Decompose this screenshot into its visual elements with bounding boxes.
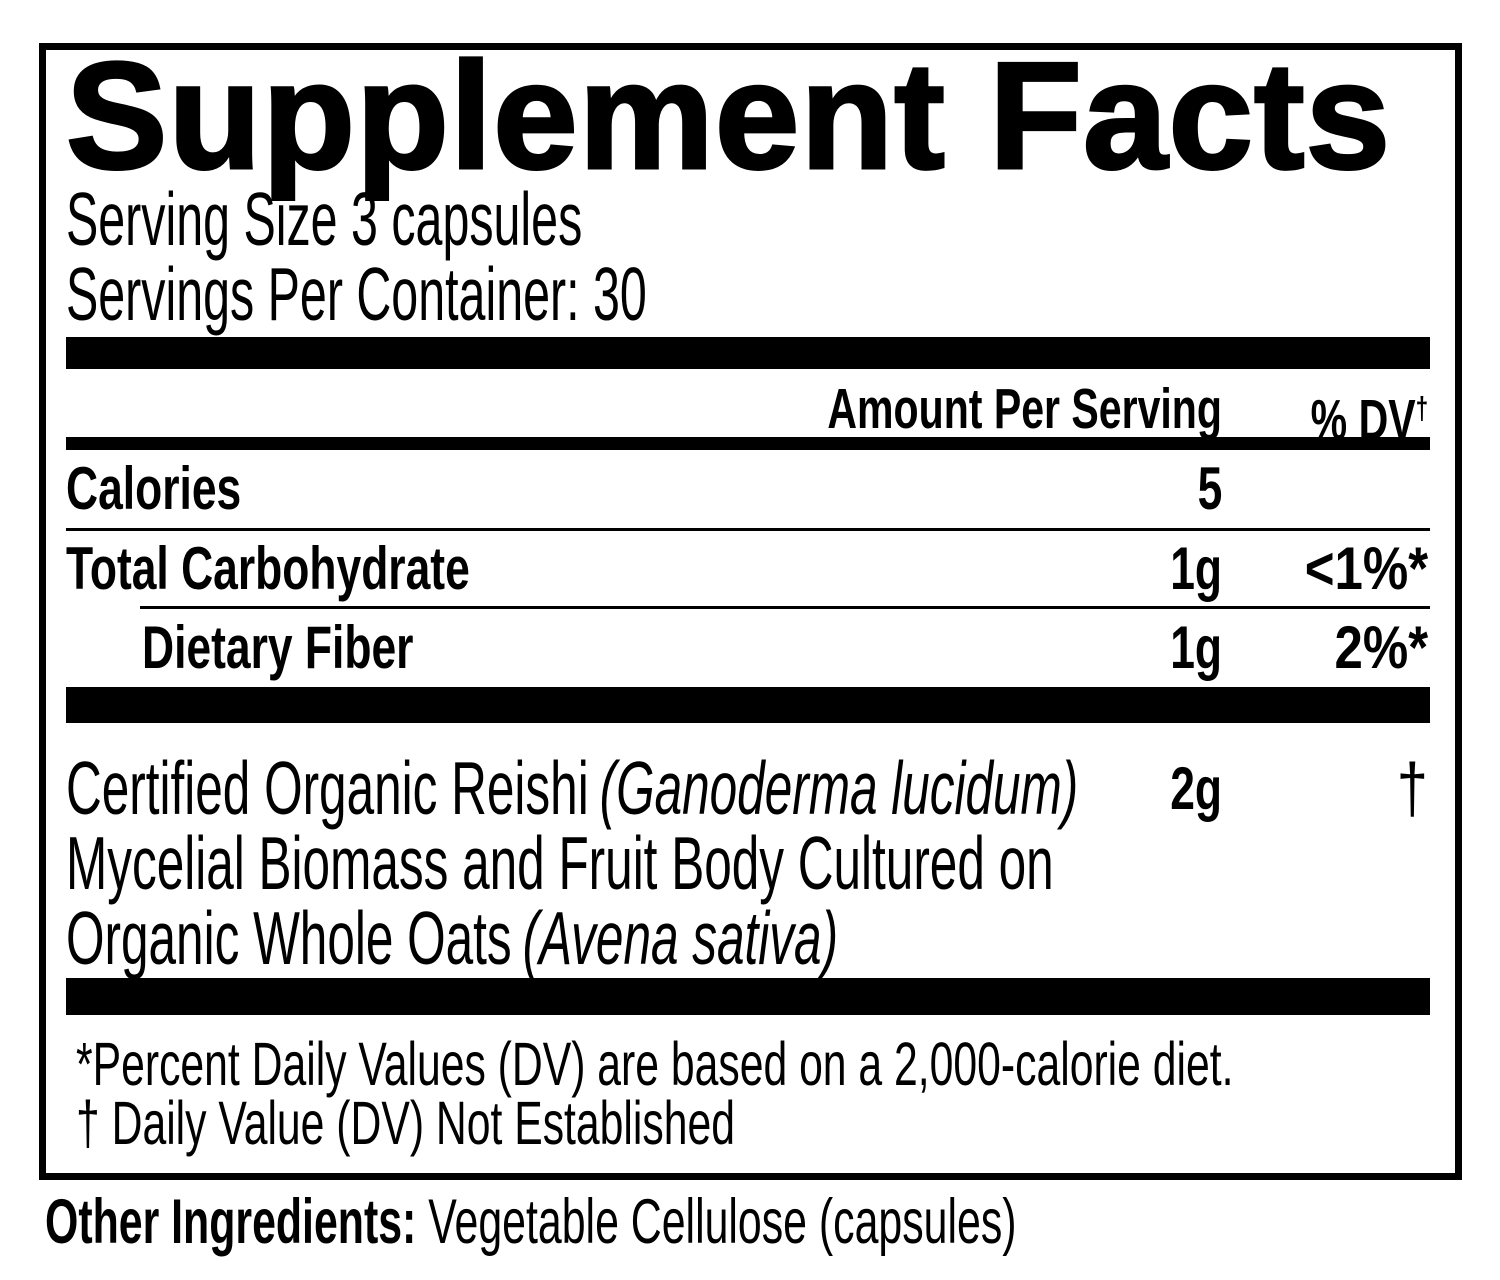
supplement-facts-panel: Supplement Facts Serving Size 3 capsules… [39,31,1462,1180]
ingredient-line-3-wrap: Organic Whole Oats (Avena sativa) [66,901,838,976]
nutrient-row-total-carbohydrate: Total Carbohydrate 1g <1%* [66,531,1430,606]
column-header-row: Amount Per Serving % DV† [66,369,1430,452]
other-ingredients-wrap: Other Ingredients: Vegetable Cellulose (c… [45,1190,1017,1254]
dagger-superscript-icon: † [1415,391,1428,426]
servings-per-container-line: Servings Per Container: 30 [66,257,1430,332]
ingredient-name-text: Certified Organic Reishi [66,746,589,830]
ingredient-name-line-3: Organic Whole Oats (Avena sativa) [66,901,1430,976]
other-ingredients-value: Vegetable Cellulose (capsules) [428,1187,1017,1257]
nutrient-name-dietary-fiber: Dietary Fiber [142,614,414,681]
nutrient-row-dietary-fiber: Dietary Fiber 1g 2%* [66,609,1430,687]
ingredient-line-1-wrap: Certified Organic Reishi (Ganoderma lucid… [66,751,1078,826]
footnote-dv-not-established-text: † Daily Value (DV) Not Established [76,1089,735,1157]
nutrient-row-calories: Calories 5 [66,450,1430,528]
nutrient-name-calories: Calories [66,455,242,522]
ingredient-line-2-text: Mycelial Biomass and Fruit Body Cultured… [66,821,1054,905]
ingredient-substrate-text: Organic Whole Oats [66,896,512,980]
ingredient-dv-dagger-icon: † [1396,749,1428,827]
row-divider-line [66,528,1430,531]
thick-divider-bar-bottom [66,978,1430,1015]
ingredient-amount: 2g [1170,755,1222,822]
ingredient-row: Certified Organic Reishi (Ganoderma lucid… [66,723,1430,978]
percent-dv-header-text: % DV [1310,388,1416,452]
nutrient-amount-calories: 5 [1197,455,1222,522]
amount-per-serving-header: Amount Per Serving [827,377,1222,441]
footnote-percent-dv: *Percent Daily Values (DV) are based on … [66,1030,1430,1098]
footnote-percent-dv-text: *Percent Daily Values (DV) are based on … [76,1030,1234,1098]
nutrient-amount-dietary-fiber: 1g [1170,614,1222,681]
panel-title: Supplement Facts [65,31,1392,201]
nutrient-name-total-carbohydrate: Total Carbohydrate [66,535,470,602]
other-ingredients-label: Other Ingredients: [45,1187,417,1257]
footnote-dv-not-established: † Daily Value (DV) Not Established [66,1089,1430,1157]
percent-dv-header: % DV† [1311,369,1428,460]
other-ingredients-line: Other Ingredients: Vegetable Cellulose (c… [45,1190,1474,1254]
ingredient-name-line-2: Mycelial Biomass and Fruit Body Cultured… [66,826,1430,901]
servings-per-container-text: Servings Per Container: 30 [66,252,647,336]
medium-divider-bar [66,437,1430,450]
nutrient-amount-total-carbohydrate: 1g [1170,535,1222,602]
ingredient-name-line-1: Certified Organic Reishi (Ganoderma lucid… [66,751,1430,826]
thick-divider-bar-middle [66,687,1430,723]
serving-size-line: Serving Size 3 capsules [66,182,1430,257]
serving-size-text: Serving Size 3 capsules [66,177,583,261]
ingredient-botanical-name: (Ganoderma lucidum) [599,746,1079,830]
nutrient-dv-total-carbohydrate: <1%* [1304,535,1428,602]
footnotes-block: *Percent Daily Values (DV) are based on … [66,1030,1430,1157]
thick-divider-bar-top [66,337,1430,369]
nutrient-dv-dietary-fiber: 2%* [1334,614,1428,681]
substrate-botanical-name: (Avena sativa) [522,896,839,980]
row-divider-line-indented [140,606,1430,609]
